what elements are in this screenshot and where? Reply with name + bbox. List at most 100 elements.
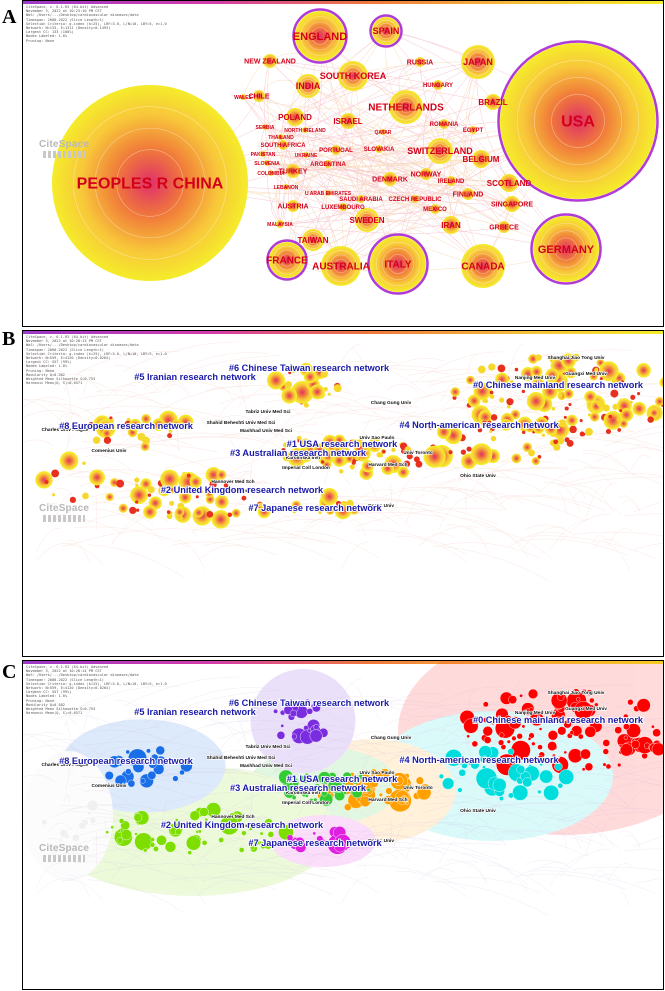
institution-node (71, 834, 80, 842)
institution-node (87, 811, 92, 815)
node-circle (339, 203, 347, 211)
institution-node (179, 769, 185, 776)
info-line: Nodes Labeled: 1.0% (26, 364, 68, 369)
edge (242, 96, 362, 200)
node-circle (415, 57, 425, 67)
edge (556, 491, 568, 515)
edge (525, 859, 577, 872)
edge (170, 541, 277, 556)
cluster-label: #8 European research network (59, 756, 194, 766)
edge (448, 488, 587, 522)
node-ring (362, 215, 372, 225)
edge (420, 526, 479, 546)
institution-label: Univ Sao Paulo (360, 435, 395, 441)
edge (419, 868, 455, 880)
info-line: Selection Criteria: g-index (k=25), LRF=… (26, 351, 167, 356)
edge (327, 163, 513, 205)
info-line: Weighted Mean Silhouette S=0.753 (26, 707, 96, 712)
node-circle (324, 160, 332, 168)
edge (542, 481, 621, 515)
edge (239, 366, 243, 389)
node-ring (392, 93, 420, 121)
edge (65, 435, 75, 455)
institution-node (589, 697, 595, 704)
country-label: BRAZIL (478, 98, 507, 107)
institution-node (199, 807, 209, 817)
institution-node (141, 414, 151, 424)
edge (80, 391, 161, 425)
institution-node (557, 782, 564, 789)
institution-node (171, 420, 181, 430)
edge (275, 450, 296, 472)
institution-node (623, 735, 628, 740)
institution-node (186, 473, 191, 478)
edge (294, 61, 479, 118)
edge (177, 412, 208, 427)
institution-node (530, 365, 543, 378)
edge (286, 259, 484, 271)
country-label: NORWAY (411, 171, 442, 178)
edge (113, 382, 149, 396)
edge (264, 743, 333, 754)
edge (236, 470, 254, 488)
institution-node (516, 423, 521, 427)
institution-node (564, 437, 570, 443)
institution-node (300, 774, 310, 784)
edge (162, 719, 191, 732)
edge (263, 60, 272, 174)
node-circle (262, 124, 268, 130)
edge (78, 729, 171, 743)
node-ring (554, 237, 578, 261)
node-ring (325, 250, 357, 282)
node-circle (303, 152, 309, 158)
info-line: Largest CC: 557 (99%) (26, 690, 72, 695)
edge (382, 489, 451, 499)
institution-node (282, 442, 288, 448)
institution-node (195, 495, 199, 499)
institution-node (64, 833, 70, 839)
institution-node (445, 749, 463, 767)
country-label: AUSTRALIA (312, 262, 370, 273)
edge (162, 384, 191, 397)
institution-node (466, 446, 472, 452)
institution-node (531, 456, 541, 466)
edge (633, 835, 663, 848)
institution-node (346, 499, 354, 508)
country-label: THAILAND (268, 135, 294, 141)
institution-node (370, 772, 376, 778)
institution-node (415, 776, 424, 785)
edge (300, 826, 399, 860)
edge (485, 864, 556, 897)
institution-node (489, 394, 495, 399)
edge (542, 816, 621, 850)
institution-node (379, 453, 384, 458)
cluster-label: #5 Iranian research network (134, 372, 256, 382)
edge (460, 518, 529, 551)
edge (528, 535, 656, 559)
institution-node (116, 837, 124, 844)
country-label: DENMARK (372, 176, 408, 183)
edge (393, 437, 420, 460)
node-ring (435, 146, 445, 156)
country-node: INDIA (296, 74, 321, 98)
node-circle (411, 195, 419, 203)
edge (269, 60, 494, 103)
edge (445, 859, 488, 882)
edge (376, 412, 417, 444)
edge (66, 804, 173, 814)
cluster-hull (50, 766, 336, 896)
node-ring (306, 233, 320, 247)
institution-label: Comenius Univ (92, 448, 127, 454)
edge (327, 163, 513, 205)
edge (372, 741, 479, 769)
node-ring (475, 258, 491, 274)
institution-node (266, 371, 286, 390)
institution-node (568, 402, 572, 407)
institution-node (284, 381, 292, 389)
institution-node (507, 405, 511, 409)
node-circle (469, 126, 477, 134)
edge (98, 719, 135, 741)
institution-label: Guangxi Med Univ (565, 706, 607, 712)
institution-node (320, 370, 328, 378)
info-line: Timespan: 2000-2022 (Slice Length=1) (26, 17, 104, 22)
